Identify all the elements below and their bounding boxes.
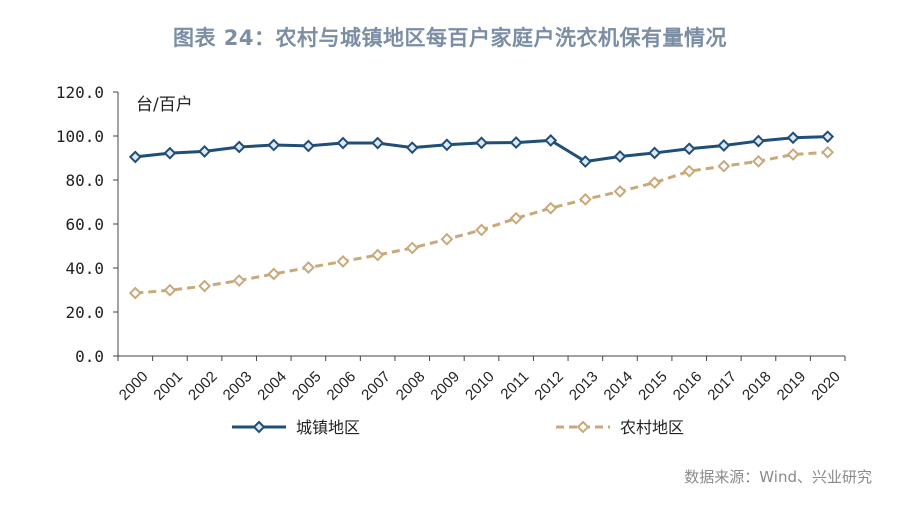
- legend: 城镇地区 农村地区: [232, 418, 684, 437]
- legend-label: 农村地区: [620, 418, 684, 437]
- data-point: [544, 201, 558, 215]
- data-point: [752, 134, 765, 148]
- series-urban: [128, 130, 835, 168]
- data-point: [128, 286, 142, 300]
- data-point: [613, 150, 627, 163]
- data-point: [578, 155, 592, 168]
- data-point: [440, 138, 454, 152]
- data-point: [752, 154, 765, 168]
- data-point: [786, 148, 800, 161]
- x-tick-label: 2008: [393, 368, 429, 404]
- data-point: [163, 146, 177, 160]
- x-tick-label: 2015: [635, 368, 671, 404]
- x-tick-label: 2003: [220, 368, 256, 404]
- y-tick-label: 20.0: [65, 303, 104, 322]
- legend-swatch-marker: [252, 420, 266, 434]
- x-tick-label: 2011: [497, 368, 532, 403]
- data-point: [267, 267, 281, 281]
- data-point: [509, 136, 523, 150]
- y-tick-label: 100.0: [56, 127, 104, 146]
- series-line: [135, 150, 828, 295]
- data-point: [267, 138, 281, 152]
- data-point: [336, 254, 350, 268]
- data-point: [128, 150, 142, 164]
- x-tick-label: 2001: [150, 368, 186, 404]
- data-point: [371, 248, 385, 262]
- x-tick-label: 2020: [808, 368, 844, 404]
- legend-label: 城镇地区: [296, 418, 360, 437]
- data-point: [786, 131, 800, 145]
- data-point: [648, 176, 662, 190]
- data-point: [475, 136, 488, 150]
- y-tick-labels: 0.0 20.0 40.0 60.0 80.0 100.0 120.0: [56, 83, 104, 366]
- data-point: [475, 223, 488, 237]
- x-tick-label: 2014: [601, 368, 637, 404]
- y-tick-label: 120.0: [56, 83, 104, 102]
- series-group: [128, 130, 835, 300]
- legend-item: 城镇地区: [232, 418, 360, 437]
- data-point: [198, 144, 211, 158]
- data-point: [682, 164, 696, 178]
- x-tick-label: 2019: [774, 368, 810, 404]
- y-tick-label: 80.0: [65, 171, 104, 190]
- data-point: [613, 185, 627, 198]
- data-point: [717, 139, 731, 152]
- x-tick-label: 2012: [531, 368, 567, 404]
- x-tick-label: 2010: [462, 368, 498, 404]
- x-tick-label: 2009: [427, 368, 463, 404]
- source-note: 数据来源：Wind、兴业研究: [684, 468, 872, 486]
- legend-item: 农村地区: [556, 418, 684, 437]
- data-point: [648, 146, 662, 160]
- data-point: [717, 159, 731, 173]
- series-rural: [128, 145, 835, 300]
- data-point: [198, 279, 211, 293]
- data-point: [232, 274, 246, 287]
- x-tick-label: 2004: [254, 368, 290, 404]
- x-tick-label: 2013: [566, 368, 602, 404]
- x-tick-label: 2006: [324, 368, 360, 404]
- x-tick-label: 2017: [704, 368, 740, 404]
- y-tick-label: 60.0: [65, 215, 104, 234]
- x-tick-label: 2002: [185, 368, 221, 404]
- x-tick-label: 2016: [670, 368, 706, 404]
- data-point: [371, 136, 385, 150]
- axes: [113, 91, 846, 361]
- y-unit-label: 台/百户: [136, 95, 193, 115]
- chart-title: 图表 24：农村与城镇地区每百户家庭户洗衣机保有量情况: [172, 26, 728, 50]
- data-point: [440, 232, 454, 246]
- legend-swatch-marker: [576, 420, 590, 434]
- x-tick-labels: 2000200120022003200420052006200720082009…: [116, 368, 844, 404]
- data-point: [336, 136, 350, 150]
- y-tick-label: 0.0: [75, 347, 104, 366]
- x-tick-label: 2005: [289, 368, 325, 404]
- data-point: [544, 133, 558, 147]
- data-point: [163, 283, 177, 297]
- data-point: [232, 140, 246, 154]
- data-point: [301, 139, 315, 153]
- x-tick-label: 2000: [116, 368, 152, 404]
- data-point: [578, 192, 592, 206]
- data-point: [405, 241, 419, 255]
- data-point: [821, 145, 835, 159]
- x-tick-label: 2018: [739, 368, 775, 404]
- data-point: [821, 130, 835, 144]
- x-tick-label: 2007: [358, 368, 394, 404]
- data-point: [301, 261, 315, 274]
- y-tick-label: 40.0: [65, 259, 104, 278]
- data-point: [405, 141, 419, 155]
- data-point: [682, 142, 696, 156]
- data-point: [509, 211, 523, 225]
